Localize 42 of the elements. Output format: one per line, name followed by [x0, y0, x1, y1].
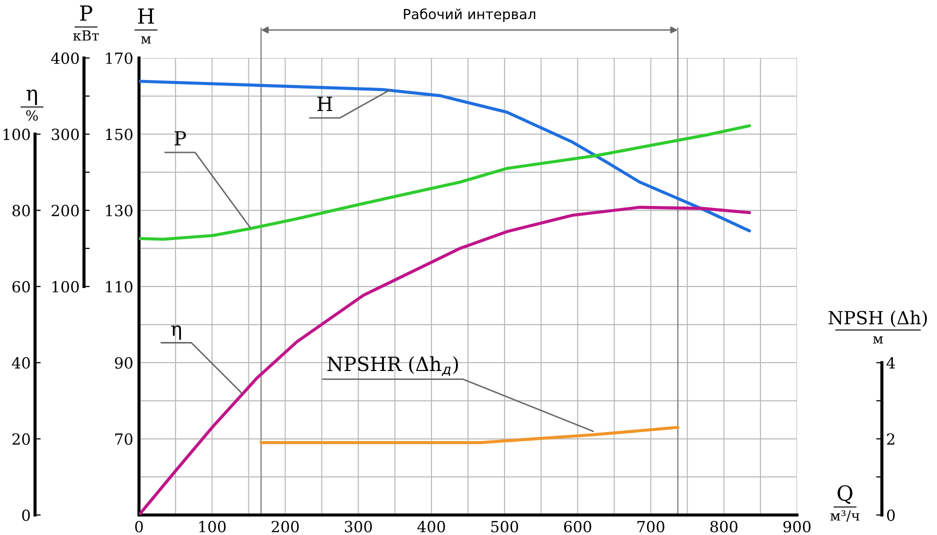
- y-tick-label: 0: [887, 509, 895, 522]
- x-tick-label: 500: [491, 520, 518, 532]
- y2-tick-label: 300: [52, 128, 79, 140]
- annotation: NPSHR (Δh$_{д}$): [327, 356, 458, 376]
- y-tick-label: 4: [886, 357, 895, 368]
- y2-axis-title: P кВт: [73, 5, 99, 41]
- x-tick-label: 400: [417, 520, 446, 532]
- x-tick-label: 800: [710, 520, 738, 532]
- annotation: H: [317, 96, 332, 111]
- x-axis-title: Q м³/ч: [830, 485, 860, 522]
- y-tick-label: 130: [106, 204, 132, 216]
- y3-tick-label: 100: [4, 128, 30, 140]
- x-tick-label: 600: [564, 520, 592, 532]
- y-tick-label: 150: [106, 128, 132, 140]
- y-axis-title: H м: [138, 8, 154, 44]
- y2-tick-label: 200: [52, 204, 79, 216]
- annotation: P: [174, 131, 186, 146]
- y-tick-label: 170: [106, 52, 132, 64]
- annotation: η: [171, 325, 181, 340]
- line-series: [139, 80, 752, 232]
- x-tick-label: 200: [272, 520, 299, 532]
- text: Рабочий интервал: [404, 8, 536, 22]
- y2-tick-label: 400: [51, 52, 79, 64]
- line-series: [139, 124, 752, 241]
- x-tick-label: 100: [199, 520, 226, 532]
- x-tick-label: 0: [135, 520, 143, 532]
- line-series: [139, 206, 752, 515]
- y-tick-label: 110: [106, 280, 132, 293]
- y3-tick-label: 80: [12, 204, 30, 216]
- y3-axis-title: η %: [26, 90, 38, 121]
- y3-tick-label: 40: [12, 357, 30, 369]
- y3-tick-label: 60: [12, 280, 30, 293]
- y3-tick-label: 20: [12, 433, 30, 445]
- y3-tick-label: 0: [22, 509, 30, 522]
- y-tick-label: 90: [114, 357, 132, 369]
- y2-tick-label: 100: [52, 280, 79, 293]
- x-tick-label: 300: [344, 520, 372, 532]
- y-tick-label: 2: [887, 433, 894, 445]
- x-tick-label: 900: [783, 520, 811, 532]
- x-tick-label: 700: [637, 520, 664, 532]
- y-axis-title: NPSH (Δh) м: [828, 310, 927, 344]
- y-tick-label: 70: [115, 433, 132, 445]
